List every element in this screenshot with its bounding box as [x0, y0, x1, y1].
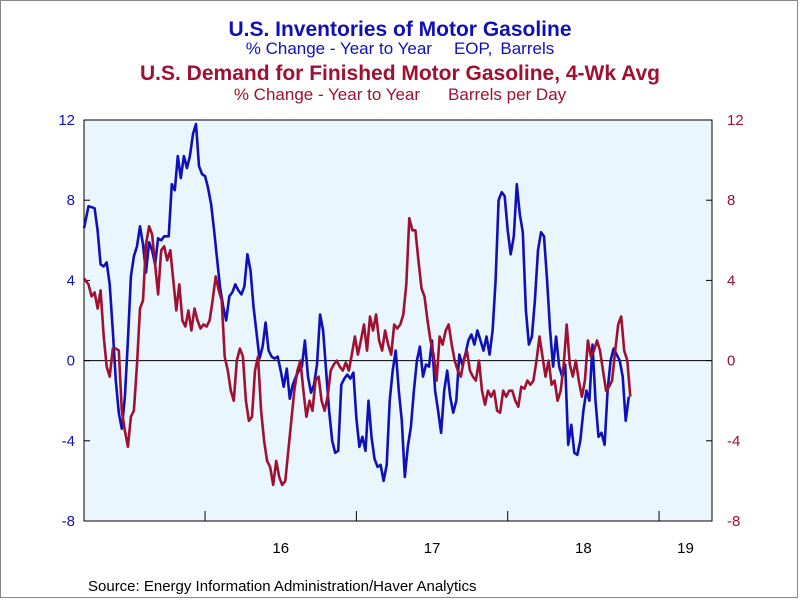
y-tick-label-right: 12: [727, 112, 744, 129]
chart-title-demand: U.S. Demand for Finished Motor Gasoline,…: [140, 62, 660, 85]
y-tick-label-left: -8: [62, 513, 75, 530]
y-tick-label-left: -4: [62, 433, 75, 450]
x-tick-label: 18: [575, 540, 592, 557]
inventories-line: [82, 122, 631, 483]
subtitle-inventories-units: Barrels: [500, 39, 555, 58]
subtitle-inventories-change: % Change - Year to Year: [245, 39, 432, 58]
x-tick-label: 16: [272, 540, 289, 557]
y-tick-label-left: 8: [67, 192, 75, 209]
chart-title-inventories: U.S. Inventories of Motor Gasoline: [228, 18, 572, 41]
y-tick-label-right: 0: [727, 353, 735, 370]
y-tick-label-right: 8: [727, 192, 735, 209]
subtitle-demand-change: % Change - Year to Year: [233, 85, 421, 104]
x-tick-label: 17: [424, 540, 441, 557]
x-tick-label: 19: [677, 540, 694, 557]
plot-area: [83, 119, 713, 522]
demand-line: [82, 216, 632, 487]
y-tick-label-left: 0: [67, 353, 75, 370]
subtitle-inventories-eop: EOP,: [453, 39, 493, 58]
y-tick-label-right: -8: [727, 513, 740, 530]
y-tick-label-right: 4: [727, 272, 735, 289]
chart-subtitle-demand: % Change - Year to Year Barrels per Day: [0, 85, 800, 105]
y-tick-label-left: 12: [58, 112, 75, 129]
y-tick-label-right: -4: [727, 433, 740, 450]
y-tick-label-left: 4: [67, 272, 75, 289]
chart-subtitle-inventories: % Change - Year to Year EOP, Barrels: [0, 39, 800, 59]
source-note: Source: Energy Information Administratio…: [88, 578, 477, 595]
subtitle-demand-units: Barrels per Day: [448, 85, 567, 104]
